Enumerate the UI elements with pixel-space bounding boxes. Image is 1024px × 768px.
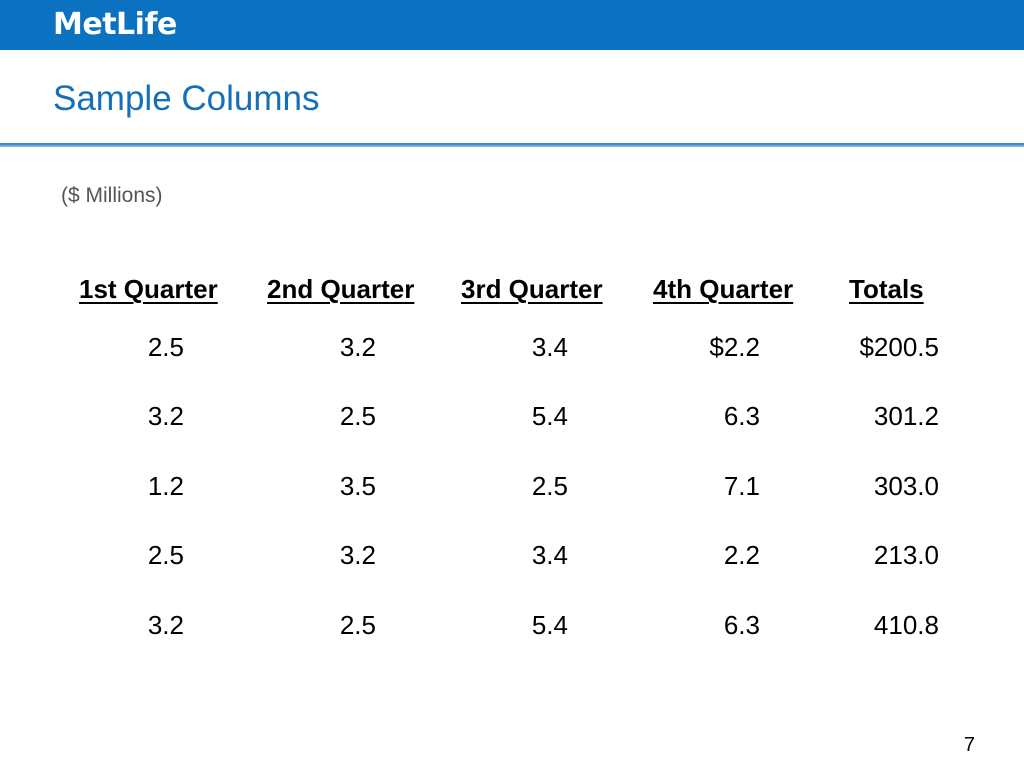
table-cell: 3.5 — [339, 471, 376, 501]
table-cell: 301.2 — [873, 401, 939, 431]
table-cell: 3.4 — [531, 540, 568, 570]
table-cell: 3.2 — [339, 332, 376, 362]
table-cell: 3.2 — [147, 401, 184, 431]
table-cell: 2.2 — [723, 540, 760, 570]
table-cell: 303.0 — [873, 471, 939, 501]
table-cell: 6.3 — [723, 401, 760, 431]
table-cell: 1.2 — [147, 471, 184, 501]
table-cell: 3.2 — [339, 540, 376, 570]
units-label: ($ Millions) — [61, 184, 163, 207]
table-cell: 5.4 — [531, 610, 568, 640]
table-cell: 2.5 — [339, 401, 376, 431]
table-cell: 3.2 — [147, 610, 184, 640]
slide-title: Sample Columns — [53, 79, 320, 118]
table-cell: $200.5 — [859, 332, 939, 362]
table-cell: 6.3 — [723, 610, 760, 640]
column-header: Totals — [849, 274, 924, 304]
column-header: 3rd Quarter — [461, 274, 603, 304]
table-cell: 5.4 — [531, 401, 568, 431]
table-cell: 2.5 — [147, 540, 184, 570]
title-divider — [0, 143, 1024, 147]
column-header: 4th Quarter — [653, 274, 794, 304]
table-cell: 3.4 — [531, 332, 568, 362]
table-cell: 410.8 — [873, 610, 939, 640]
metlife-logo: MetLife — [53, 7, 177, 42]
column-header: 1st Quarter — [79, 274, 218, 304]
table-cell: 213.0 — [873, 540, 939, 570]
header-bar: MetLife — [0, 0, 1024, 50]
table-cell: $2.2 — [709, 332, 760, 362]
table-cell: 2.5 — [147, 332, 184, 362]
page-number: 7 — [963, 734, 975, 756]
table-cell: 7.1 — [723, 471, 760, 501]
table-cell: 2.5 — [531, 471, 568, 501]
table-cell: 2.5 — [339, 610, 376, 640]
column-header: 2nd Quarter — [267, 274, 415, 304]
